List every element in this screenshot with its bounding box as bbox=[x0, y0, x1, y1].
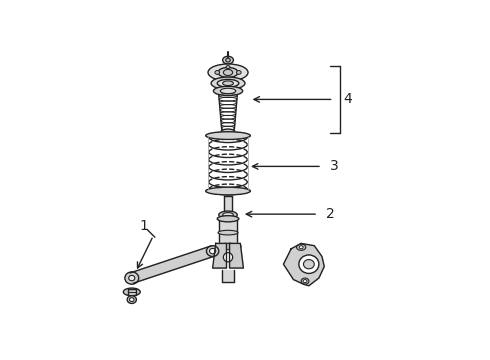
Polygon shape bbox=[229, 243, 244, 268]
Ellipse shape bbox=[223, 253, 233, 262]
Ellipse shape bbox=[222, 81, 233, 86]
Ellipse shape bbox=[206, 132, 250, 139]
Ellipse shape bbox=[222, 56, 233, 64]
Polygon shape bbox=[222, 270, 234, 282]
Polygon shape bbox=[219, 219, 237, 247]
Ellipse shape bbox=[218, 230, 238, 235]
Ellipse shape bbox=[215, 71, 220, 75]
Ellipse shape bbox=[226, 58, 230, 62]
Ellipse shape bbox=[237, 71, 241, 75]
Ellipse shape bbox=[127, 296, 136, 303]
Ellipse shape bbox=[220, 88, 236, 94]
Ellipse shape bbox=[129, 275, 135, 281]
Text: 4: 4 bbox=[343, 93, 352, 107]
Text: 2: 2 bbox=[326, 207, 335, 221]
Text: 3: 3 bbox=[330, 159, 339, 174]
Ellipse shape bbox=[211, 77, 245, 89]
Ellipse shape bbox=[299, 255, 319, 274]
Ellipse shape bbox=[210, 248, 216, 254]
Polygon shape bbox=[224, 195, 232, 213]
Ellipse shape bbox=[226, 66, 230, 69]
Ellipse shape bbox=[218, 67, 238, 77]
Ellipse shape bbox=[215, 243, 241, 249]
Polygon shape bbox=[213, 243, 226, 268]
Ellipse shape bbox=[222, 213, 233, 217]
Ellipse shape bbox=[303, 280, 307, 283]
Polygon shape bbox=[130, 246, 214, 283]
Ellipse shape bbox=[217, 216, 239, 222]
Ellipse shape bbox=[221, 129, 235, 134]
Ellipse shape bbox=[303, 260, 314, 269]
Ellipse shape bbox=[129, 298, 134, 302]
Ellipse shape bbox=[223, 69, 233, 76]
Ellipse shape bbox=[125, 272, 139, 284]
Ellipse shape bbox=[123, 288, 140, 296]
Ellipse shape bbox=[206, 246, 219, 256]
Ellipse shape bbox=[217, 80, 239, 87]
Ellipse shape bbox=[208, 64, 248, 81]
Ellipse shape bbox=[214, 86, 243, 95]
Text: 1: 1 bbox=[140, 220, 148, 233]
Ellipse shape bbox=[219, 211, 237, 219]
Ellipse shape bbox=[301, 278, 309, 284]
Ellipse shape bbox=[296, 244, 306, 250]
Polygon shape bbox=[283, 243, 324, 286]
Ellipse shape bbox=[206, 187, 250, 195]
Ellipse shape bbox=[299, 246, 303, 249]
